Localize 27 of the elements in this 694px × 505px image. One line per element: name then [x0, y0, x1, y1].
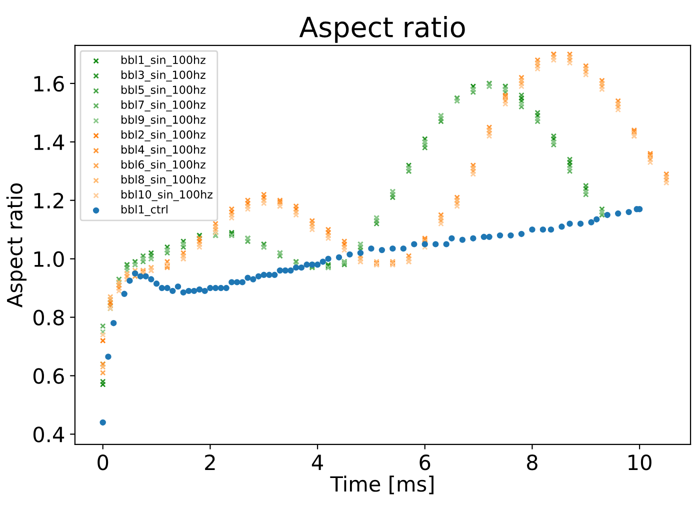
legend-label: bbl3_sin_100hz — [122, 70, 206, 82]
y-tick-label: 1.2 — [34, 192, 64, 208]
x-tick-label: 10 — [628, 454, 652, 470]
legend-label: bbl9_sin_100hz — [122, 115, 206, 126]
legend-label: bbl1_sin_100hz — [122, 55, 206, 67]
x-tick-label: 4 — [312, 454, 323, 470]
y-tick-label: 1.4 — [34, 134, 64, 150]
legend-label: bbl1_ctrl — [122, 204, 168, 216]
x-axis-title: Time [ms] — [330, 476, 434, 494]
chart-title: Aspect ratio — [299, 16, 465, 43]
legend-label: bbl6_sin_100hz — [122, 160, 206, 172]
legend-label: bbl10_sin_100hz — [122, 190, 212, 202]
x-tick-label: 2 — [205, 454, 215, 470]
y-tick-label: 1.0 — [34, 251, 64, 268]
y-tick-label: 1.6 — [34, 76, 64, 92]
legend-label: bbl8_sin_100hz — [122, 175, 206, 186]
legend-label: bbl2_sin_100hz — [122, 130, 206, 142]
legend-label: bbl5_sin_100hz — [122, 85, 206, 96]
y-tick-label: 0.6 — [33, 368, 64, 384]
x-tick-label: 0 — [98, 454, 108, 470]
legend-label: bbl7_sin_100hz — [122, 100, 206, 112]
y-axis-title: Aspect ratio — [6, 183, 27, 308]
y-tick-label: 0.4 — [33, 426, 64, 442]
x-tick-label: 6 — [420, 454, 430, 470]
y-tick-label: 0.8 — [33, 310, 64, 326]
x-tick-label: 8 — [526, 454, 538, 470]
legend-label: bbl4_sin_100hz — [122, 145, 206, 156]
